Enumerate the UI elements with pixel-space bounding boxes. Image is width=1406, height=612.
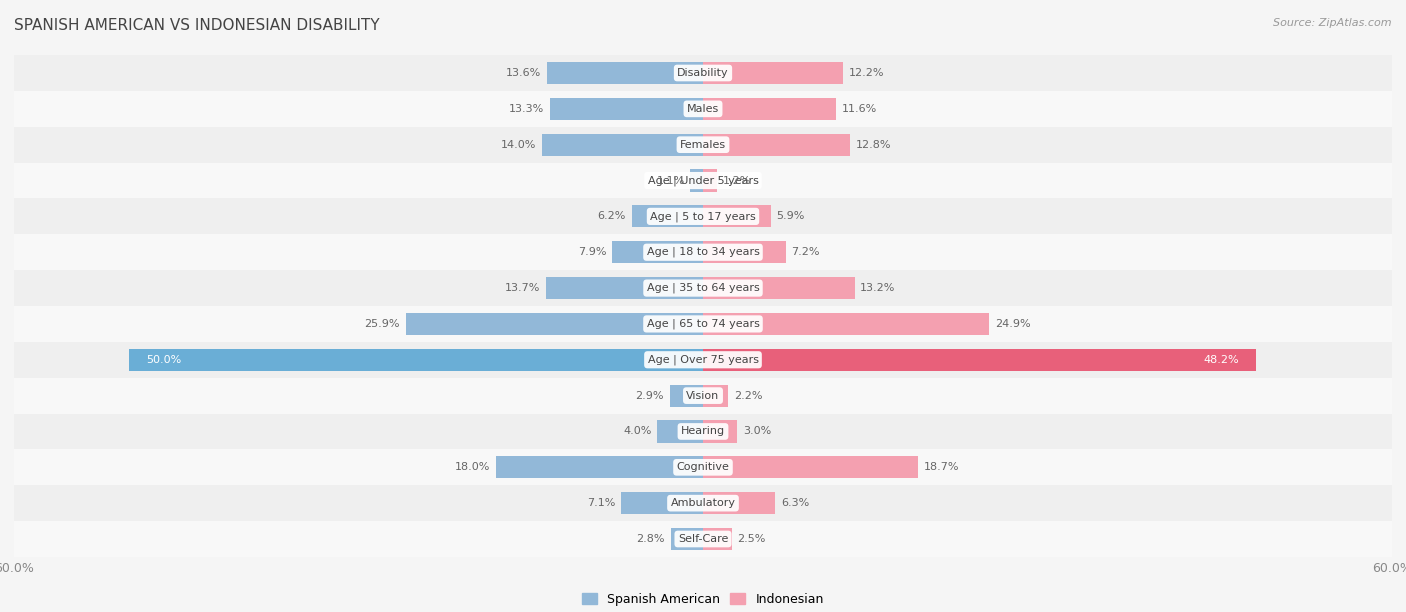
Bar bbox=[547, 62, 703, 84]
Text: Age | Over 75 years: Age | Over 75 years bbox=[648, 354, 758, 365]
Text: 5.9%: 5.9% bbox=[776, 211, 804, 222]
Bar bbox=[631, 205, 703, 228]
Bar bbox=[703, 170, 717, 192]
Text: 6.2%: 6.2% bbox=[598, 211, 626, 222]
Text: Source: ZipAtlas.com: Source: ZipAtlas.com bbox=[1274, 18, 1392, 28]
Text: Vision: Vision bbox=[686, 390, 720, 401]
Bar bbox=[703, 384, 728, 407]
Bar bbox=[543, 133, 703, 156]
Bar bbox=[703, 492, 775, 514]
Bar bbox=[14, 55, 1392, 91]
Bar bbox=[669, 384, 703, 407]
Text: 25.9%: 25.9% bbox=[364, 319, 399, 329]
Text: 2.9%: 2.9% bbox=[636, 390, 664, 401]
Bar bbox=[14, 414, 1392, 449]
Bar bbox=[703, 349, 1257, 371]
Text: 3.0%: 3.0% bbox=[744, 427, 772, 436]
Bar bbox=[14, 270, 1392, 306]
Bar bbox=[703, 456, 918, 479]
Text: 2.5%: 2.5% bbox=[738, 534, 766, 544]
Text: 7.1%: 7.1% bbox=[588, 498, 616, 508]
Bar bbox=[671, 528, 703, 550]
Bar bbox=[621, 492, 703, 514]
Bar bbox=[14, 163, 1392, 198]
Text: Hearing: Hearing bbox=[681, 427, 725, 436]
Legend: Spanish American, Indonesian: Spanish American, Indonesian bbox=[578, 588, 828, 611]
Bar bbox=[14, 127, 1392, 163]
Text: 13.3%: 13.3% bbox=[509, 104, 544, 114]
Bar bbox=[14, 198, 1392, 234]
Bar bbox=[703, 528, 731, 550]
Text: 50.0%: 50.0% bbox=[146, 355, 181, 365]
Text: Males: Males bbox=[688, 104, 718, 114]
Bar bbox=[703, 277, 855, 299]
Text: 4.0%: 4.0% bbox=[623, 427, 651, 436]
Text: 18.0%: 18.0% bbox=[456, 462, 491, 472]
Bar bbox=[14, 521, 1392, 557]
Text: 7.9%: 7.9% bbox=[578, 247, 606, 257]
Bar bbox=[657, 420, 703, 442]
Text: 13.7%: 13.7% bbox=[505, 283, 540, 293]
Text: Age | 18 to 34 years: Age | 18 to 34 years bbox=[647, 247, 759, 258]
Bar bbox=[546, 277, 703, 299]
Text: Self-Care: Self-Care bbox=[678, 534, 728, 544]
Text: 2.8%: 2.8% bbox=[637, 534, 665, 544]
Bar bbox=[14, 378, 1392, 414]
Text: 1.1%: 1.1% bbox=[657, 176, 685, 185]
Text: 11.6%: 11.6% bbox=[842, 104, 877, 114]
Bar bbox=[14, 342, 1392, 378]
Text: 14.0%: 14.0% bbox=[501, 140, 537, 150]
Bar bbox=[496, 456, 703, 479]
Text: 48.2%: 48.2% bbox=[1204, 355, 1239, 365]
Bar bbox=[14, 91, 1392, 127]
Text: 18.7%: 18.7% bbox=[924, 462, 959, 472]
Bar bbox=[703, 420, 738, 442]
Bar bbox=[612, 241, 703, 263]
Bar bbox=[14, 449, 1392, 485]
Bar bbox=[703, 205, 770, 228]
Text: Age | Under 5 years: Age | Under 5 years bbox=[648, 175, 758, 186]
Text: 1.2%: 1.2% bbox=[723, 176, 751, 185]
Text: 24.9%: 24.9% bbox=[994, 319, 1031, 329]
Bar bbox=[703, 62, 844, 84]
Text: 12.8%: 12.8% bbox=[856, 140, 891, 150]
Text: 6.3%: 6.3% bbox=[782, 498, 810, 508]
Bar bbox=[550, 98, 703, 120]
Text: Age | 35 to 64 years: Age | 35 to 64 years bbox=[647, 283, 759, 293]
Bar bbox=[703, 313, 988, 335]
Text: 12.2%: 12.2% bbox=[849, 68, 884, 78]
Bar bbox=[690, 170, 703, 192]
Text: Cognitive: Cognitive bbox=[676, 462, 730, 472]
Bar bbox=[14, 234, 1392, 270]
Bar bbox=[405, 313, 703, 335]
Text: Age | 5 to 17 years: Age | 5 to 17 years bbox=[650, 211, 756, 222]
Text: Ambulatory: Ambulatory bbox=[671, 498, 735, 508]
Text: Age | 65 to 74 years: Age | 65 to 74 years bbox=[647, 319, 759, 329]
Text: 7.2%: 7.2% bbox=[792, 247, 820, 257]
Bar bbox=[14, 306, 1392, 342]
Bar bbox=[129, 349, 703, 371]
Bar bbox=[14, 485, 1392, 521]
Text: Disability: Disability bbox=[678, 68, 728, 78]
Text: 2.2%: 2.2% bbox=[734, 390, 762, 401]
Text: SPANISH AMERICAN VS INDONESIAN DISABILITY: SPANISH AMERICAN VS INDONESIAN DISABILIT… bbox=[14, 18, 380, 34]
Bar bbox=[703, 133, 851, 156]
Text: Females: Females bbox=[681, 140, 725, 150]
Bar bbox=[703, 98, 837, 120]
Text: 13.2%: 13.2% bbox=[860, 283, 896, 293]
Text: 13.6%: 13.6% bbox=[506, 68, 541, 78]
Bar bbox=[703, 241, 786, 263]
